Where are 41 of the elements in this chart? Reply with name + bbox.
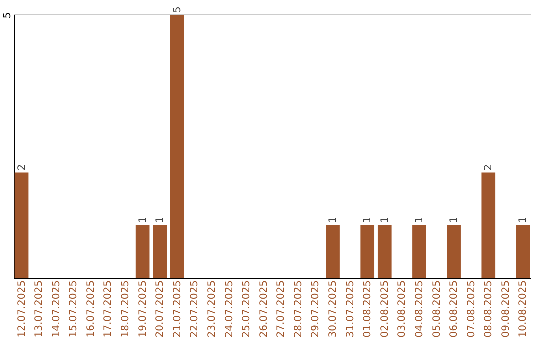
data-label: 1 (155, 217, 166, 224)
data-label: 2 (16, 164, 28, 171)
x-tick-label: 18.07.2025 (120, 280, 132, 338)
x-tick-label: 23.07.2025 (206, 280, 218, 338)
x-tick-label: 26.07.2025 (258, 280, 270, 338)
data-label: 1 (328, 217, 340, 224)
x-tick-label: 09.08.2025 (500, 280, 512, 338)
x-tick-label: 20.07.2025 (155, 280, 166, 338)
data-label: 5 (172, 6, 184, 13)
x-tick-label: 02.08.2025 (380, 280, 391, 338)
x-tick-label: 04.08.2025 (414, 280, 426, 338)
x-tick-label: 24.07.2025 (224, 280, 236, 338)
x-tick-label: 22.07.2025 (190, 280, 201, 338)
x-tick-label: 08.08.2025 (484, 280, 495, 338)
x-tick-label: 29.07.2025 (310, 280, 322, 338)
x-tick-label: 03.08.2025 (397, 280, 408, 338)
x-tick-label: 28.07.2025 (293, 280, 304, 338)
data-label: 1 (380, 217, 391, 224)
x-tick-label: 21.07.2025 (172, 280, 184, 338)
x-tick-label: 30.07.2025 (328, 280, 340, 338)
x-tick-label: 14.07.2025 (51, 280, 62, 338)
data-label: 1 (138, 217, 149, 224)
data-label: 1 (414, 217, 426, 224)
x-tick-label: 12.07.2025 (16, 280, 28, 338)
x-tick-label: 16.07.2025 (86, 280, 97, 338)
x-tick-label: 06.08.2025 (449, 280, 460, 338)
x-tick-label: 13.07.2025 (34, 280, 46, 338)
x-tick-label: 15.07.2025 (68, 280, 80, 338)
x-tick-label: 25.07.2025 (242, 280, 253, 338)
x-tick-label: 05.08.2025 (432, 280, 443, 338)
x-tick-label: 19.07.2025 (138, 280, 149, 338)
data-label: 1 (362, 217, 374, 224)
data-label: 1 (449, 217, 460, 224)
data-label: 1 (518, 217, 530, 224)
x-tick-label: 17.07.2025 (103, 280, 114, 338)
x-tick-label: 27.07.2025 (276, 280, 288, 338)
data-label: 2 (484, 164, 495, 171)
x-tick-label: 31.07.2025 (345, 280, 356, 338)
x-tick-label: 01.08.2025 (362, 280, 374, 338)
x-tick-label: 10.08.2025 (518, 280, 530, 338)
x-tick-label: 07.08.2025 (466, 280, 478, 338)
